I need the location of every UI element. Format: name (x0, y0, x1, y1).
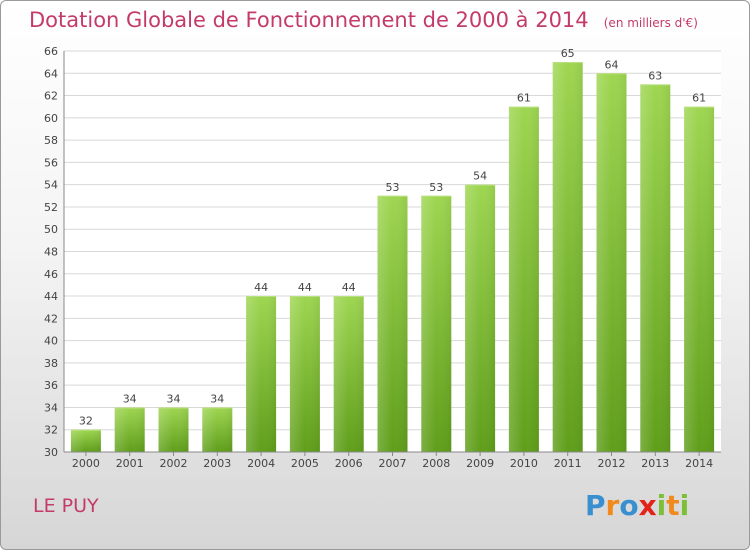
data-label: 32 (79, 415, 93, 428)
data-label: 53 (429, 181, 443, 194)
logo-letter: t (666, 489, 680, 522)
y-tick-label: 42 (44, 312, 58, 325)
y-tick-labels: 30 32 34 36 38 40 42 44 46 48 50 52 54 56 58 60 62 64 66 (44, 45, 58, 459)
logo-letter: i (656, 489, 667, 522)
x-tick-label: 2004 (247, 457, 275, 470)
x-tick-label: 2013 (641, 457, 669, 470)
y-tick-label: 52 (44, 201, 58, 214)
x-tick-label: 2009 (466, 457, 494, 470)
data-label: 53 (386, 181, 400, 194)
x-tick-label: 2008 (422, 457, 450, 470)
bar-shine (289, 296, 320, 452)
logo-letter: P (585, 489, 606, 522)
x-tick-labels: 2000 2001 2002 2003 2004 2005 2006 2007 2008 2009… (72, 457, 713, 470)
y-tick-label: 50 (44, 223, 58, 236)
x-tick-label: 2002 (160, 457, 188, 470)
x-tick-label: 2011 (554, 457, 582, 470)
bar-shine (465, 184, 496, 452)
y-tick-label: 32 (44, 424, 58, 437)
y-tick-label: 40 (44, 335, 58, 348)
x-tick-label: 2007 (379, 457, 407, 470)
y-tick-label: 34 (44, 401, 58, 414)
y-tick-label: 64 (44, 67, 58, 80)
x-tick-label: 2010 (510, 457, 538, 470)
data-labels: 32 34 34 34 44 44 44 53 53 54 61 65 64 63 61 (79, 47, 706, 428)
logo-letter: o (619, 489, 639, 522)
data-label: 34 (210, 392, 224, 405)
bar-shine (202, 407, 233, 452)
data-label: 44 (342, 281, 356, 294)
bar-shine (508, 106, 539, 452)
data-label: 65 (561, 47, 575, 60)
data-label: 44 (254, 281, 268, 294)
commune-name: LE PUY (33, 495, 99, 517)
bar-shine (377, 195, 408, 453)
axes-group (63, 51, 721, 456)
data-label: 61 (517, 92, 531, 105)
y-tick-label: 60 (44, 112, 58, 125)
x-tick-label: 2014 (685, 457, 713, 470)
data-label: 34 (167, 392, 181, 405)
data-label: 34 (123, 392, 137, 405)
data-label: 54 (473, 170, 487, 183)
bar-shine (596, 73, 627, 453)
x-tick-label: 2003 (203, 457, 231, 470)
bar-shine (70, 429, 101, 452)
y-tick-label: 58 (44, 134, 58, 147)
bar-shine (158, 407, 189, 452)
bar-shine (114, 407, 145, 452)
y-tick-label: 44 (44, 290, 58, 303)
y-tick-label: 66 (44, 45, 58, 58)
x-tick-label: 2006 (335, 457, 363, 470)
data-label: 44 (298, 281, 312, 294)
data-label: 64 (605, 58, 619, 71)
x-tick-label: 2005 (291, 457, 319, 470)
logo-letter: r (605, 489, 620, 522)
chart-title: Dotation Globale de Fonctionnement de 20… (29, 8, 589, 32)
x-tick-label: 2001 (116, 457, 144, 470)
y-tick-label: 62 (44, 90, 58, 103)
y-tick-label: 56 (44, 156, 58, 169)
bar-shine (421, 195, 452, 453)
y-tick-label: 48 (44, 246, 58, 259)
y-tick-label: 30 (44, 446, 58, 459)
x-tick-label: 2000 (72, 457, 100, 470)
logo-letter: i (679, 489, 690, 522)
unit-note: (en milliers d'€) (603, 16, 698, 30)
bars-group (70, 62, 715, 453)
bar-shine (684, 106, 715, 452)
y-tick-label: 54 (44, 179, 58, 192)
bar-shine (246, 296, 277, 452)
logo-letter: x (638, 489, 657, 522)
bar-shine (552, 62, 583, 453)
y-tick-label: 36 (44, 379, 58, 392)
y-tick-label: 46 (44, 268, 58, 281)
bar-shine (333, 296, 364, 452)
y-tick-label: 38 (44, 357, 58, 370)
proxiti-logo: Proxiti (585, 489, 689, 522)
title-row: Dotation Globale de Fonctionnement de 20… (29, 8, 698, 32)
bar-shine (640, 84, 671, 453)
data-label: 61 (692, 92, 706, 105)
x-tick-label: 2012 (598, 457, 626, 470)
data-label: 63 (648, 69, 662, 82)
